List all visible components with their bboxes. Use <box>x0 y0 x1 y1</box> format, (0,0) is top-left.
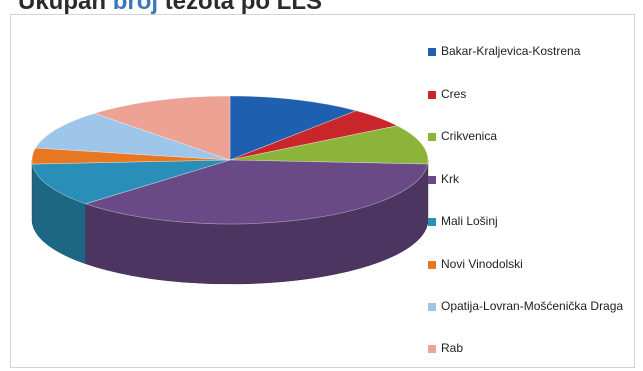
legend-swatch <box>428 303 436 311</box>
legend-item-opatija-lovran-moscenicka-draga: Opatija-Lovran-Mošćenička Draga <box>428 299 628 314</box>
chart-title-rest: tezota po LLS <box>164 0 323 15</box>
legend-swatch <box>428 48 436 56</box>
legend-label: Opatija-Lovran-Mošćenička Draga <box>441 299 624 313</box>
legend-item-crikvenica: Crikvenica <box>428 129 628 144</box>
legend-label: Bakar-Kraljevica-Kostrena <box>441 44 581 58</box>
chart-title-prefix: Ukupan <box>18 0 113 15</box>
pie-slice-mali-losinj <box>32 159 231 205</box>
pie-slice-bakar-kraljevica-kostrena <box>229 95 358 161</box>
legend-item-rab: Rab <box>428 341 628 356</box>
legend-label: Novi Vinodolski <box>441 257 523 271</box>
legend-item-mali-losinj: Mali Lošinj <box>428 214 628 229</box>
legend-label: Krk <box>441 172 459 186</box>
legend-swatch <box>428 261 436 269</box>
legend-swatch <box>428 133 436 141</box>
legend-swatch <box>428 176 436 184</box>
legend-label: Rab <box>441 341 464 355</box>
legend-label: Cres <box>441 87 467 101</box>
legend-label: Crikvenica <box>441 129 498 143</box>
legend-item-cres: Cres <box>428 87 628 102</box>
legend-item-novi-vinodolski: Novi Vinodolski <box>428 257 628 272</box>
legend-swatch <box>428 345 436 353</box>
chart-title: Ukupan broj tezota po LLS <box>18 0 322 16</box>
pie-slice-krk <box>84 159 428 225</box>
legend-item-krk: Krk <box>428 172 628 187</box>
legend-swatch <box>428 218 436 226</box>
pie-slice-rab <box>93 95 231 161</box>
legend-item-bakar-kraljevica-kostrena: Bakar-Kraljevica-Kostrena <box>428 44 628 59</box>
legend-label: Mali Lošinj <box>441 214 498 228</box>
pie-slice-crikvenica <box>229 125 429 165</box>
legend-swatch <box>428 91 436 99</box>
pie-slice-opatija-lovran-moscenicka-draga <box>34 113 231 161</box>
chart-title-accent: broj <box>112 0 165 15</box>
